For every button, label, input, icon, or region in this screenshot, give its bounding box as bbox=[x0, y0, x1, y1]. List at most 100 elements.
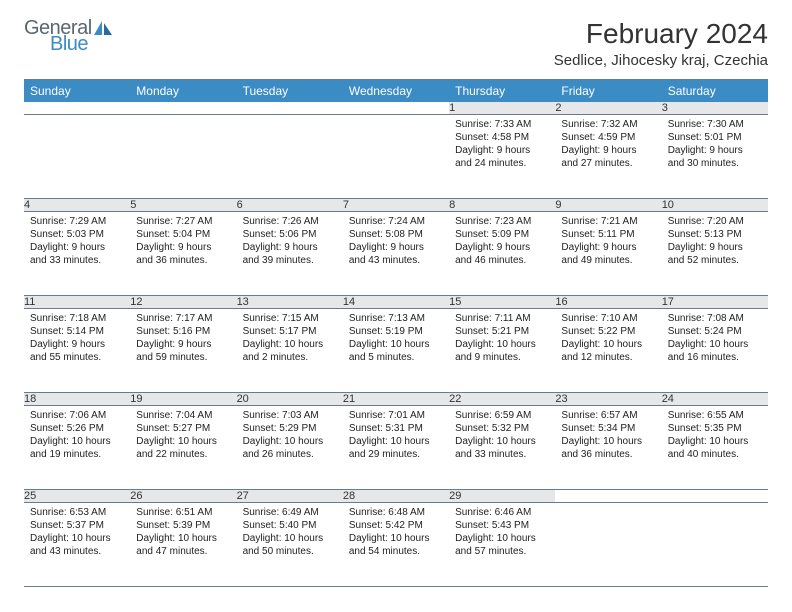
daylight-text-2: and 5 minutes. bbox=[349, 351, 443, 364]
sunrise-text: Sunrise: 7:13 AM bbox=[349, 312, 443, 325]
daylight-text-2: and 30 minutes. bbox=[668, 157, 762, 170]
day-cell bbox=[130, 115, 236, 199]
daylight-text-1: Daylight: 10 hours bbox=[668, 435, 762, 448]
sunrise-text: Sunrise: 7:08 AM bbox=[668, 312, 762, 325]
day-cell: Sunrise: 7:04 AMSunset: 5:27 PMDaylight:… bbox=[130, 406, 236, 490]
sunset-text: Sunset: 5:16 PM bbox=[136, 325, 230, 338]
day-details: Sunrise: 7:13 AMSunset: 5:19 PMDaylight:… bbox=[343, 309, 449, 367]
sunset-text: Sunset: 5:35 PM bbox=[668, 422, 762, 435]
day-cell: Sunrise: 7:26 AMSunset: 5:06 PMDaylight:… bbox=[237, 212, 343, 296]
day-cell bbox=[237, 115, 343, 199]
day-cell: Sunrise: 7:08 AMSunset: 5:24 PMDaylight:… bbox=[662, 309, 768, 393]
sunset-text: Sunset: 5:32 PM bbox=[455, 422, 549, 435]
sunset-text: Sunset: 5:37 PM bbox=[30, 519, 124, 532]
day-number bbox=[24, 102, 130, 115]
sunset-text: Sunset: 5:29 PM bbox=[243, 422, 337, 435]
day-cell: Sunrise: 7:20 AMSunset: 5:13 PMDaylight:… bbox=[662, 212, 768, 296]
day-number: 15 bbox=[449, 296, 555, 309]
daylight-text-2: and 57 minutes. bbox=[455, 545, 549, 558]
daylight-text-2: and 33 minutes. bbox=[30, 254, 124, 267]
day-number: 24 bbox=[662, 393, 768, 406]
day-cell: Sunrise: 7:29 AMSunset: 5:03 PMDaylight:… bbox=[24, 212, 130, 296]
daylight-text-1: Daylight: 9 hours bbox=[561, 144, 655, 157]
day-number: 12 bbox=[130, 296, 236, 309]
day-header: Friday bbox=[555, 80, 661, 103]
daylight-text-2: and 55 minutes. bbox=[30, 351, 124, 364]
daylight-text-1: Daylight: 9 hours bbox=[30, 338, 124, 351]
sunset-text: Sunset: 5:01 PM bbox=[668, 131, 762, 144]
daylight-text-1: Daylight: 9 hours bbox=[30, 241, 124, 254]
daylight-text-2: and 39 minutes. bbox=[243, 254, 337, 267]
day-cell: Sunrise: 7:11 AMSunset: 5:21 PMDaylight:… bbox=[449, 309, 555, 393]
calendar-header-row: SundayMondayTuesdayWednesdayThursdayFrid… bbox=[24, 80, 768, 103]
sunrise-text: Sunrise: 7:11 AM bbox=[455, 312, 549, 325]
sunrise-text: Sunrise: 7:15 AM bbox=[243, 312, 337, 325]
day-number: 6 bbox=[237, 199, 343, 212]
day-number: 18 bbox=[24, 393, 130, 406]
month-title: February 2024 bbox=[554, 18, 768, 50]
day-cell: Sunrise: 7:01 AMSunset: 5:31 PMDaylight:… bbox=[343, 406, 449, 490]
sunset-text: Sunset: 5:26 PM bbox=[30, 422, 124, 435]
day-header: Monday bbox=[130, 80, 236, 103]
day-cell: Sunrise: 7:06 AMSunset: 5:26 PMDaylight:… bbox=[24, 406, 130, 490]
daylight-text-1: Daylight: 9 hours bbox=[455, 241, 549, 254]
daylight-text-1: Daylight: 10 hours bbox=[455, 532, 549, 545]
daylight-text-2: and 54 minutes. bbox=[349, 545, 443, 558]
daylight-text-2: and 12 minutes. bbox=[561, 351, 655, 364]
daylight-text-1: Daylight: 9 hours bbox=[136, 241, 230, 254]
daylight-text-2: and 49 minutes. bbox=[561, 254, 655, 267]
daylight-text-2: and 2 minutes. bbox=[243, 351, 337, 364]
daylight-text-1: Daylight: 9 hours bbox=[561, 241, 655, 254]
day-cell: Sunrise: 6:48 AMSunset: 5:42 PMDaylight:… bbox=[343, 503, 449, 587]
day-number: 28 bbox=[343, 490, 449, 503]
daylight-text-2: and 24 minutes. bbox=[455, 157, 549, 170]
day-number: 13 bbox=[237, 296, 343, 309]
day-cell: Sunrise: 6:57 AMSunset: 5:34 PMDaylight:… bbox=[555, 406, 661, 490]
day-details: Sunrise: 7:27 AMSunset: 5:04 PMDaylight:… bbox=[130, 212, 236, 270]
sunrise-text: Sunrise: 6:59 AM bbox=[455, 409, 549, 422]
day-cell: Sunrise: 7:21 AMSunset: 5:11 PMDaylight:… bbox=[555, 212, 661, 296]
day-details: Sunrise: 6:55 AMSunset: 5:35 PMDaylight:… bbox=[662, 406, 768, 464]
daylight-text-2: and 47 minutes. bbox=[136, 545, 230, 558]
daylight-text-1: Daylight: 10 hours bbox=[243, 435, 337, 448]
day-cell: Sunrise: 7:27 AMSunset: 5:04 PMDaylight:… bbox=[130, 212, 236, 296]
sunrise-text: Sunrise: 7:20 AM bbox=[668, 215, 762, 228]
day-number-row: 2526272829 bbox=[24, 490, 768, 503]
daylight-text-2: and 43 minutes. bbox=[349, 254, 443, 267]
sunrise-text: Sunrise: 6:53 AM bbox=[30, 506, 124, 519]
day-details: Sunrise: 7:18 AMSunset: 5:14 PMDaylight:… bbox=[24, 309, 130, 367]
sunset-text: Sunset: 5:19 PM bbox=[349, 325, 443, 338]
daylight-text-1: Daylight: 9 hours bbox=[136, 338, 230, 351]
day-number: 14 bbox=[343, 296, 449, 309]
sunrise-text: Sunrise: 7:23 AM bbox=[455, 215, 549, 228]
day-details: Sunrise: 7:30 AMSunset: 5:01 PMDaylight:… bbox=[662, 115, 768, 173]
daylight-text-2: and 29 minutes. bbox=[349, 448, 443, 461]
daylight-text-1: Daylight: 10 hours bbox=[243, 532, 337, 545]
day-cell bbox=[662, 503, 768, 587]
daylight-text-1: Daylight: 10 hours bbox=[455, 338, 549, 351]
daylight-text-2: and 33 minutes. bbox=[455, 448, 549, 461]
day-number: 1 bbox=[449, 102, 555, 115]
daylight-text-2: and 19 minutes. bbox=[30, 448, 124, 461]
day-number-row: 11121314151617 bbox=[24, 296, 768, 309]
sunset-text: Sunset: 4:59 PM bbox=[561, 131, 655, 144]
day-cell: Sunrise: 7:18 AMSunset: 5:14 PMDaylight:… bbox=[24, 309, 130, 393]
day-details: Sunrise: 6:59 AMSunset: 5:32 PMDaylight:… bbox=[449, 406, 555, 464]
sunrise-text: Sunrise: 7:26 AM bbox=[243, 215, 337, 228]
sunrise-text: Sunrise: 7:30 AM bbox=[668, 118, 762, 131]
day-number bbox=[662, 490, 768, 503]
daylight-text-2: and 16 minutes. bbox=[668, 351, 762, 364]
sunrise-text: Sunrise: 7:01 AM bbox=[349, 409, 443, 422]
sunrise-text: Sunrise: 6:48 AM bbox=[349, 506, 443, 519]
day-number: 25 bbox=[24, 490, 130, 503]
sunrise-text: Sunrise: 7:06 AM bbox=[30, 409, 124, 422]
day-cell: Sunrise: 6:49 AMSunset: 5:40 PMDaylight:… bbox=[237, 503, 343, 587]
day-details: Sunrise: 7:32 AMSunset: 4:59 PMDaylight:… bbox=[555, 115, 661, 173]
day-cell bbox=[24, 115, 130, 199]
sunset-text: Sunset: 5:17 PM bbox=[243, 325, 337, 338]
daylight-text-2: and 46 minutes. bbox=[455, 254, 549, 267]
sunset-text: Sunset: 5:31 PM bbox=[349, 422, 443, 435]
sunset-text: Sunset: 4:58 PM bbox=[455, 131, 549, 144]
daylight-text-2: and 40 minutes. bbox=[668, 448, 762, 461]
sunrise-text: Sunrise: 7:04 AM bbox=[136, 409, 230, 422]
